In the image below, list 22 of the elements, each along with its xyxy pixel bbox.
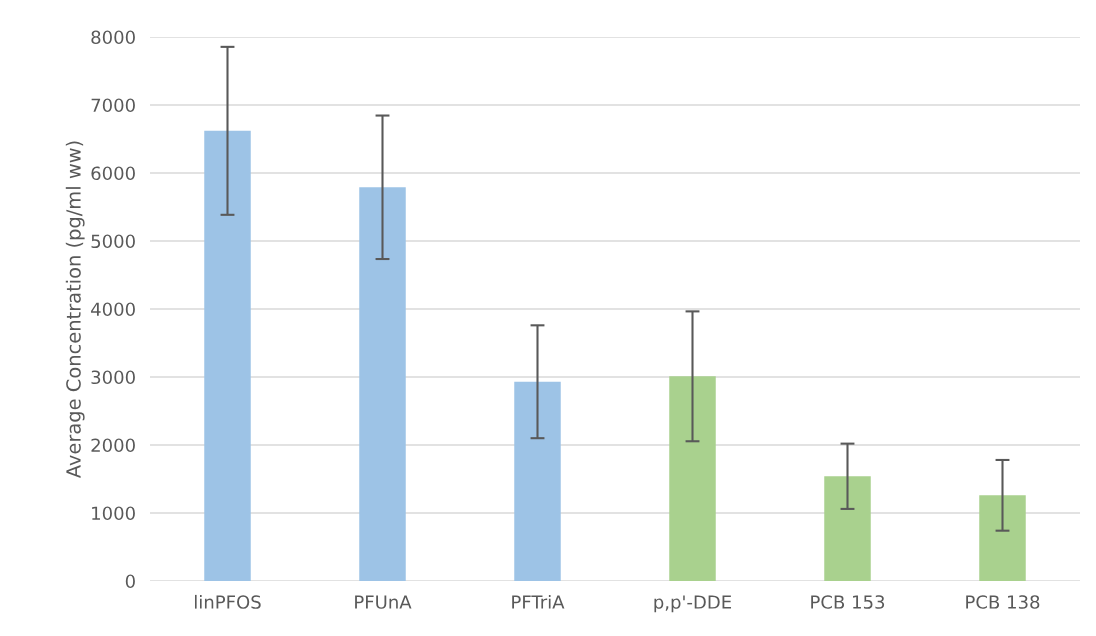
bar bbox=[669, 376, 716, 581]
y-tick-label: 4000 bbox=[91, 302, 135, 317]
y-tick-label: 8000 bbox=[91, 30, 135, 45]
y-tick-label: 2000 bbox=[91, 438, 135, 453]
y-tick-label: 3000 bbox=[91, 370, 135, 385]
y-tick-label: 1000 bbox=[92, 506, 135, 521]
y-tick-label: 7000 bbox=[91, 98, 135, 113]
x-tick-label: PFTriA bbox=[512, 594, 565, 609]
y-axis-title: Average Concentration (pg/ml ww) bbox=[65, 141, 85, 479]
bar bbox=[514, 381, 561, 581]
y-tick-label: 0 bbox=[125, 574, 135, 589]
x-tick-label: PCB 153 bbox=[811, 595, 885, 609]
x-tick-label: PFUnA bbox=[355, 595, 412, 609]
y-tick-label: 6000 bbox=[91, 166, 135, 181]
bar bbox=[204, 130, 251, 581]
x-tick-label: PCB 138 bbox=[966, 595, 1040, 609]
x-tick-label: p,p'-DDE bbox=[654, 595, 732, 613]
bar bbox=[359, 187, 406, 581]
bar bbox=[824, 476, 871, 581]
x-tick-label: linPFOS bbox=[194, 594, 261, 609]
bar bbox=[979, 495, 1026, 581]
y-tick-label: 5000 bbox=[91, 234, 135, 249]
